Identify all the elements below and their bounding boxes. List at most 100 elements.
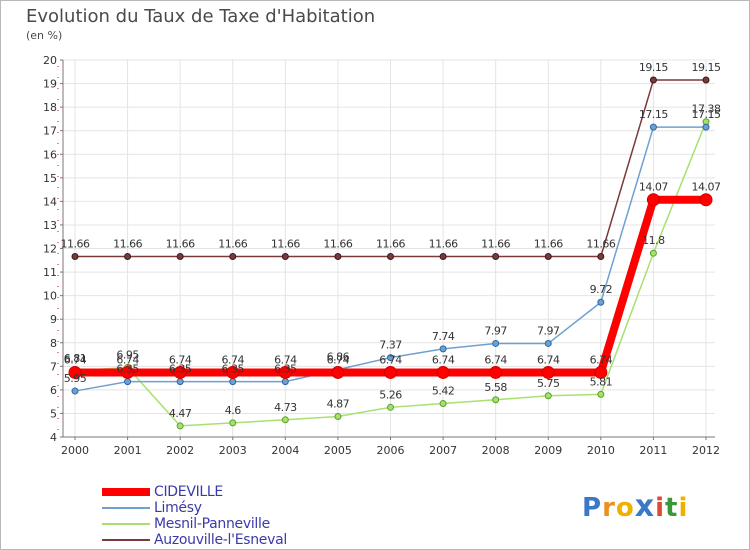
data-label: 6.35 [222,363,245,376]
data-point [226,365,240,379]
data-label: 6.35 [169,363,192,376]
chart-unit-label: (en %) [26,29,63,42]
x-tick-label: 2010 [587,444,615,457]
data-point [439,400,447,408]
legend-swatch [102,488,150,496]
data-label: 5.95 [64,372,87,385]
legend-label: Auzouville-l'Esneval [154,532,287,548]
data-label: 11.8 [642,234,665,247]
data-point [281,253,289,261]
data-point [387,403,394,411]
data-label: 4.6 [225,404,241,417]
data-label: 6.74 [432,353,455,366]
x-tick-label: 2000 [61,444,89,457]
data-label: 6.74 [169,353,192,366]
data-label: 11.66 [113,238,142,251]
data-point [646,193,660,207]
data-label: 4.87 [327,398,350,411]
data-label: 6.74 [64,353,87,366]
proxiti-logo: Proxiti [582,489,688,524]
y-tick-label: 13 [43,219,57,232]
data-point [387,253,394,261]
logo-letter: r [602,493,616,523]
data-point [594,365,608,379]
data-point [281,416,289,424]
y-tick-label: 19 [43,78,57,91]
y-tick-label: 15 [43,172,57,185]
data-point [492,396,500,404]
data-point [544,392,552,400]
data-label: 17.15 [692,108,721,121]
data-point [173,365,187,379]
data-label: 7.97 [537,324,560,337]
y-tick-label: 8 [50,337,57,350]
data-point [71,387,79,395]
y-tick-label: 5 [50,407,57,420]
legend-swatch [102,507,150,509]
x-tick-label: 2007 [429,444,457,457]
data-label: 6.74 [379,353,402,366]
y-tick-label: 18 [43,101,57,114]
data-label: 11.66 [376,238,405,251]
data-label: 7.74 [432,330,455,343]
data-point [229,378,237,386]
data-label: 19.15 [639,61,668,74]
data-label: 6.81 [64,352,87,365]
data-point [492,253,500,261]
chart-title: Evolution du Taux de Taxe d'Habitation [26,6,376,27]
data-point [649,249,657,257]
data-point [597,298,605,306]
y-tick-label: 4 [50,431,57,444]
data-point [176,378,184,386]
data-label: 11.66 [534,238,563,251]
x-tick-label: 2004 [271,444,299,457]
data-point [334,413,342,421]
series-0 [68,193,713,379]
data-label: 7.97 [484,324,507,337]
y-tick-label: 20 [43,54,57,67]
logo-letter: P [582,493,603,523]
logo-letter: x [634,489,656,524]
x-tick-label: 2008 [482,444,510,457]
data-point [229,253,237,261]
data-point [597,390,605,398]
data-point [71,253,79,261]
data-point [492,339,500,347]
legend-swatch [102,539,150,541]
x-tick-label: 2005 [324,444,352,457]
data-point [176,253,184,261]
data-label: 5.81 [590,375,613,388]
data-label: 11.66 [586,238,615,251]
data-point [334,253,342,261]
data-point [331,365,345,379]
data-point [597,253,605,261]
data-label: 5.58 [484,381,507,394]
data-label: 7.37 [379,339,402,352]
data-label: 6.35 [116,363,139,376]
data-point [439,253,447,261]
x-tick-label: 2011 [639,444,667,457]
data-label: 4.47 [169,407,192,420]
data-label: 11.66 [429,238,458,251]
data-point [278,365,292,379]
data-point [68,365,82,379]
data-point [121,365,135,379]
data-label: 5.26 [379,388,402,401]
data-label: 4.73 [274,401,297,414]
data-point [387,354,394,362]
data-label: 17.15 [639,108,668,121]
y-tick-label: 11 [43,266,57,279]
data-point [176,422,184,430]
data-point [439,345,447,353]
data-label: 6.74 [484,353,507,366]
data-point [544,339,552,347]
data-label: 6.35 [274,363,297,376]
logo-letter: t [665,493,679,523]
data-point [384,365,397,379]
legend-label: Limésy [154,500,202,516]
series-3 [71,76,710,261]
data-label: 14.07 [639,181,668,194]
data-point [699,193,713,207]
data-point [702,123,710,131]
data-label: 11.66 [323,238,352,251]
